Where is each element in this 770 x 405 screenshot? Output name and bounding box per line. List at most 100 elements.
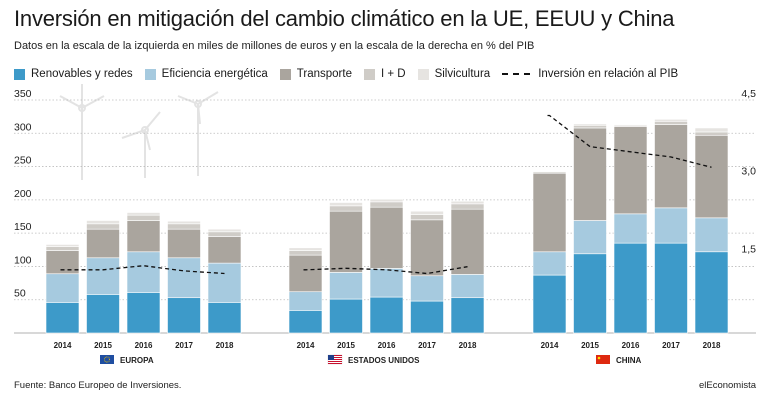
region-name: ESTADOS UNIDOS: [348, 356, 420, 365]
legend: Renovables y redes Eficiencia energética…: [14, 66, 690, 82]
bar-segment: [694, 251, 729, 334]
x-axis-labels: 2014 2015 2016 2017 2018 2014 2015 2016 2017 2018…: [54, 341, 721, 350]
legend-item-renovables: Renovables y redes: [14, 68, 133, 80]
bar-segment: [86, 294, 120, 334]
chart-title: Inversión en mitigación del cambio climá…: [14, 6, 675, 31]
bar-segment: [329, 205, 363, 212]
region-labels: EUROPA ESTADOS UNIDOS CHINA: [100, 354, 642, 365]
bar-segment: [410, 210, 444, 215]
bar-segment: [450, 208, 485, 275]
us-flag-canton: [328, 355, 334, 360]
pib-line: [60, 265, 225, 275]
legend-swatch: [14, 68, 25, 80]
wind-turbine-illustration: [59, 84, 219, 180]
bar-segment: [450, 203, 485, 210]
bar-segment: [207, 236, 242, 264]
bar-segment: [573, 124, 607, 129]
bar-segment: [329, 210, 363, 273]
bar-segment: [45, 302, 80, 334]
bar-segment: [654, 124, 688, 209]
bar-segment: [450, 200, 485, 205]
legend-item-id: I + D: [363, 68, 406, 80]
bar-segment: [573, 127, 607, 221]
bar-segment: [410, 300, 444, 334]
x-tick-label: 2016: [378, 341, 396, 350]
x-tick-label: 2017: [418, 341, 436, 350]
legend-label: Inversión en relación al PIB: [538, 68, 679, 80]
right-tick-label: 1,5: [741, 243, 756, 255]
x-tick-label: 2014: [54, 341, 72, 350]
bars: [45, 119, 729, 334]
bar-segment: [694, 217, 729, 253]
bar-segment: [45, 273, 80, 303]
bar-segment: [410, 214, 444, 221]
us-flag-stripe: [328, 359, 342, 360]
bar-segment: [45, 244, 80, 247]
cn-flag: [596, 355, 610, 364]
x-tick-label: 2017: [662, 341, 680, 350]
bar-segment: [207, 302, 242, 334]
bar-segment: [573, 123, 607, 126]
bar-segment: [410, 275, 444, 302]
bar-segment: [86, 223, 120, 230]
eu-flag: [100, 355, 114, 364]
us-flag-stripe: [328, 357, 342, 358]
bar-segment: [86, 220, 120, 225]
bar-segment: [167, 228, 201, 259]
bar-segment: [45, 246, 80, 251]
bar-segment: [329, 272, 363, 300]
eu-flag-field: [100, 355, 114, 364]
eu-flag-stars: [103, 356, 111, 363]
legend-item-silvicultura: Silvicultura: [417, 68, 491, 80]
bar-segment: [613, 213, 648, 244]
bar-segment: [126, 251, 161, 293]
left-tick-label: 300: [14, 121, 32, 133]
brand-label: elEconomista: [698, 380, 756, 391]
left-tick-label: 200: [14, 188, 32, 200]
bar-segment: [654, 119, 688, 122]
bar-segment: [654, 121, 688, 125]
bar-segment: [410, 219, 444, 277]
bar-segment: [167, 257, 201, 299]
legend-label: I + D: [380, 68, 406, 80]
bar-segment: [329, 298, 363, 334]
bar-segment: [369, 268, 404, 298]
bar-segment: [86, 257, 120, 295]
bar-segment: [654, 207, 688, 244]
legend-swatch: [279, 68, 291, 80]
bar-segment: [288, 291, 323, 311]
x-tick-label: 2016: [135, 341, 153, 350]
legend-item-pib-line: Inversión en relación al PIB: [502, 68, 678, 80]
legend-label: Silvicultura: [434, 68, 491, 80]
bar-segment: [532, 172, 567, 253]
bar-segment: [369, 198, 404, 203]
x-tick-label: 2015: [581, 341, 599, 350]
bar-segment: [126, 212, 161, 216]
left-axis: 350 300 250 200 150 100 50: [14, 88, 32, 300]
bar-segment: [126, 214, 161, 221]
bar-segment: [532, 251, 567, 276]
x-tick-label: 2015: [94, 341, 112, 350]
bar-segment: [694, 131, 729, 136]
bar-segment: [329, 202, 363, 207]
bar-segment: [167, 223, 201, 230]
pib-line: [547, 114, 712, 168]
left-tick-label: 50: [14, 288, 26, 300]
us-flag-stripe: [328, 361, 342, 362]
bar-segment: [613, 126, 648, 215]
us-flag-stripe: [328, 363, 342, 364]
x-tick-label: 2015: [337, 341, 355, 350]
pib-line: [303, 266, 468, 275]
left-tick-label: 250: [14, 155, 32, 167]
bar-segment: [207, 262, 242, 303]
x-tick-label: 2014: [297, 341, 315, 350]
x-tick-label: 2018: [459, 341, 477, 350]
bar-segment: [450, 297, 485, 334]
legend-dash-line: [502, 73, 531, 75]
cn-flag-field: [596, 355, 610, 364]
left-tick-label: 350: [14, 88, 32, 100]
bar-segment: [126, 292, 161, 334]
bar-segment: [288, 310, 323, 334]
bar-segment: [207, 228, 242, 233]
